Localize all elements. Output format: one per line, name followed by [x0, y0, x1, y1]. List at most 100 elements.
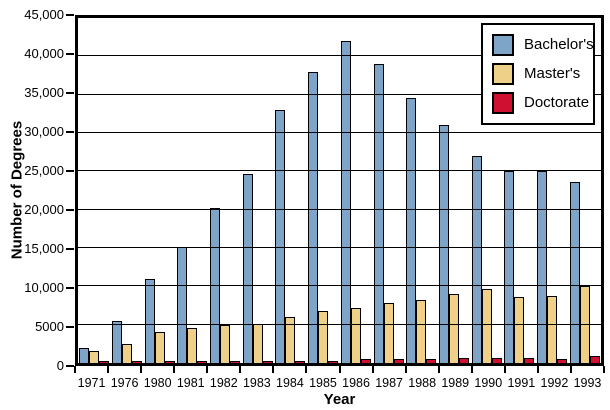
x-tick-mark — [471, 366, 473, 373]
y-tick-mark — [66, 131, 74, 133]
bar-bachelors-1976 — [112, 321, 123, 363]
bar-bachelors-1984 — [275, 110, 286, 363]
legend-item-masters: Master's — [483, 59, 593, 88]
x-tick-label: 1985 — [309, 376, 337, 390]
bar-bachelors-1971 — [79, 348, 90, 363]
y-tick-mark — [66, 248, 74, 250]
bar-doctorate-1989 — [458, 358, 469, 363]
bar-masters-1981 — [187, 328, 198, 363]
legend: Bachelor's Master's Doctorate — [481, 23, 595, 125]
bar-masters-1987 — [383, 303, 394, 363]
bar-masters-1983 — [252, 324, 263, 363]
x-tick-label: 1986 — [342, 376, 370, 390]
bar-bachelors-1987 — [373, 64, 384, 363]
x-tick-mark — [339, 366, 341, 373]
x-axis-title: Year — [323, 391, 356, 408]
bar-group-1990 — [470, 156, 503, 363]
y-axis-title: Number of Degrees — [8, 120, 26, 260]
y-tick-label: 20,000 — [24, 202, 64, 217]
gridline — [78, 247, 601, 248]
x-tick-mark — [272, 366, 274, 373]
bar-group-1984 — [274, 110, 307, 363]
bar-groups — [78, 18, 601, 363]
y-tick-mark — [66, 170, 74, 172]
bar-doctorate-1983 — [262, 361, 273, 363]
x-tick-mark — [173, 366, 175, 373]
bar-group-1988 — [405, 98, 438, 363]
gridline — [78, 55, 601, 57]
x-tick-label: 1992 — [540, 376, 569, 390]
y-tick-mark — [66, 92, 74, 94]
bar-group-1985 — [307, 72, 340, 363]
legend-swatch-bachelors — [492, 33, 514, 56]
legend-label: Master's — [524, 65, 581, 82]
gridline — [78, 170, 601, 172]
x-tick-mark — [603, 366, 605, 373]
bar-masters-1988 — [416, 300, 427, 363]
x-tick-mark — [570, 366, 572, 373]
x-tick-label: 1983 — [242, 376, 271, 390]
x-tick-mark — [239, 366, 241, 373]
bar-doctorate-1986 — [360, 359, 371, 363]
bar-bachelors-1985 — [308, 72, 319, 363]
x-tick-mark — [372, 366, 374, 373]
bar-bachelors-1992 — [536, 171, 547, 363]
bar-bachelors-1993 — [569, 182, 580, 363]
bar-bachelors-1988 — [406, 98, 417, 363]
bar-doctorate-1976 — [132, 361, 143, 363]
bar-group-1986 — [340, 41, 373, 363]
x-tick-mark — [405, 366, 407, 373]
x-tick-mark — [504, 366, 506, 373]
y-tick-mark — [66, 14, 74, 16]
bar-doctorate-1984 — [295, 361, 306, 363]
bar-group-1976 — [111, 321, 144, 363]
bar-doctorate-1987 — [393, 359, 404, 363]
x-tick-label: 1980 — [143, 376, 172, 390]
legend-swatch-masters — [492, 62, 514, 85]
gridline — [78, 208, 601, 210]
y-tick-label: 0 — [56, 358, 64, 373]
bar-group-1981 — [176, 247, 209, 363]
bar-doctorate-1981 — [197, 361, 208, 363]
gridline — [78, 285, 601, 287]
y-tick-label: 10,000 — [24, 280, 64, 295]
bar-group-1971 — [78, 348, 111, 363]
bar-doctorate-1991 — [524, 358, 535, 363]
bar-doctorate-1971 — [99, 361, 110, 363]
y-tick-label: 45,000 — [24, 7, 64, 22]
x-tick-mark — [537, 366, 539, 373]
x-tick-label: 1991 — [507, 376, 536, 390]
bar-bachelors-1986 — [340, 41, 351, 363]
bar-bachelors-1980 — [144, 279, 155, 363]
y-tick-mark — [66, 287, 74, 289]
bar-masters-1989 — [448, 294, 459, 363]
gridline — [78, 132, 601, 133]
bar-bachelors-1981 — [177, 247, 188, 363]
y-tick-mark — [66, 53, 74, 55]
bar-masters-1991 — [514, 297, 525, 363]
y-tick-mark — [66, 365, 74, 367]
y-tick-label: 35,000 — [24, 85, 64, 100]
bar-doctorate-1990 — [491, 358, 502, 363]
bar-group-1989 — [438, 125, 471, 363]
bar-masters-1992 — [546, 296, 557, 363]
bar-doctorate-1985 — [328, 361, 339, 363]
bar-bachelors-1991 — [504, 171, 515, 363]
y-tick-label: 25,000 — [24, 163, 64, 178]
x-tick-mark — [74, 366, 76, 373]
bar-masters-1971 — [89, 351, 100, 363]
bar-doctorate-1988 — [426, 359, 437, 363]
bar-masters-1990 — [481, 289, 492, 363]
gridline — [78, 323, 601, 325]
x-tick-mark — [305, 366, 307, 373]
x-tick-label: 1971 — [77, 376, 106, 390]
x-tick-label: 1993 — [573, 376, 602, 390]
legend-label: Bachelor's — [524, 36, 594, 53]
bar-masters-1976 — [122, 344, 133, 363]
legend-item-bachelors: Bachelor's — [483, 30, 594, 59]
bar-masters-1980 — [154, 332, 165, 363]
x-tick-label: 1976 — [110, 376, 139, 390]
bar-group-1980 — [143, 279, 176, 363]
x-tick-label: 1989 — [441, 376, 470, 390]
